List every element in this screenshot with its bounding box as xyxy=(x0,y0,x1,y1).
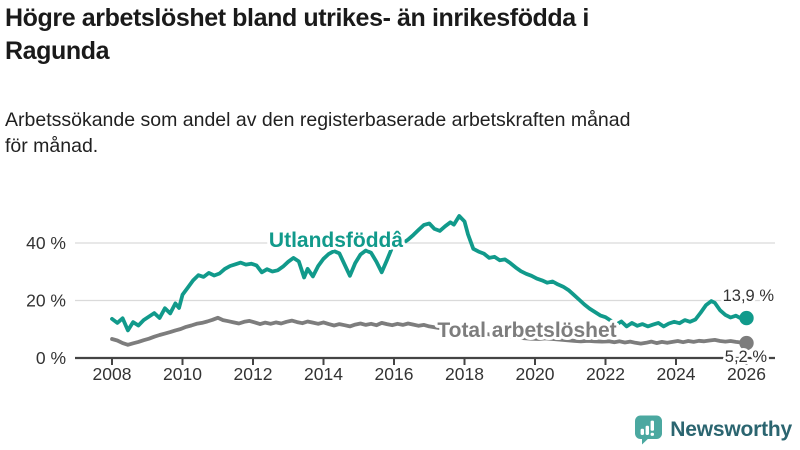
page-title: Högre arbetslöshet bland utrikes- än inr… xyxy=(5,4,589,65)
y-tick-label: 0 % xyxy=(36,348,66,368)
chart-subtitle: Arbetssökande som andel av den registerb… xyxy=(5,109,631,158)
x-tick-label: 2020 xyxy=(516,364,555,384)
x-tick-label: 2018 xyxy=(445,364,484,384)
series-label: Utlandsföddâ xyxy=(269,229,403,252)
series-end-dot xyxy=(739,310,754,326)
x-tick-label: 2008 xyxy=(93,364,132,384)
x-tick-label: 2022 xyxy=(586,364,625,384)
series-label: Total arbetslöshet xyxy=(437,319,616,342)
x-tick-label: 2010 xyxy=(163,364,202,384)
series-line-total-arbetsl-shet xyxy=(110,315,749,347)
newsworthy-logo[interactable]: Newsworthy xyxy=(634,414,792,445)
newsworthy-chart-bubble-icon xyxy=(635,415,663,445)
series-line-utlandsf-dda xyxy=(110,214,749,333)
series-end-value-label: 5,2 % xyxy=(725,348,768,366)
series-end-dot xyxy=(739,335,754,351)
x-tick-label: 2012 xyxy=(234,364,273,384)
newsworthy-wordmark: Newsworthy xyxy=(670,417,792,441)
x-tick-label: 2024 xyxy=(657,364,696,384)
series-end-value-label: 13,9 % xyxy=(723,287,775,305)
x-tick-label: 2016 xyxy=(375,364,414,384)
x-tick-label: 2026 xyxy=(727,364,766,384)
y-tick-label: 20 % xyxy=(26,291,66,311)
y-tick-label: 40 % xyxy=(26,233,66,253)
x-tick-label: 2014 xyxy=(304,364,343,384)
